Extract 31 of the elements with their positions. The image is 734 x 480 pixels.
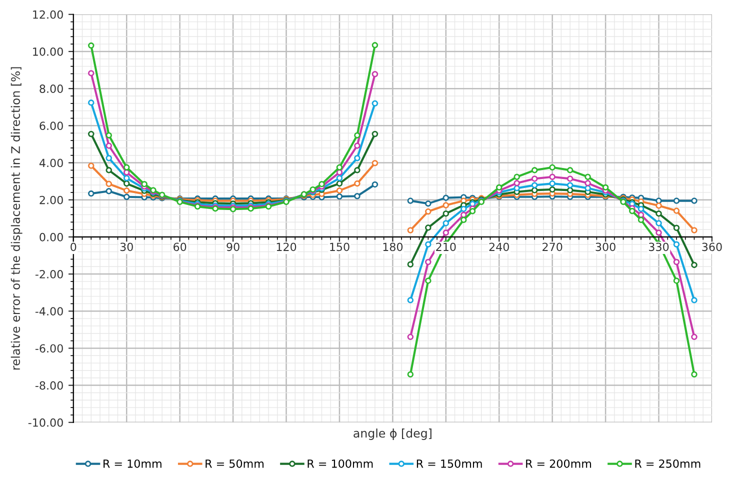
x-tick-label: 120 [276,242,296,252]
legend-label: R = 250mm [635,459,700,468]
x-tick-label: 240 [489,242,509,252]
y-axis-title: relative error of the displacement in Z direction [%] [10,67,22,370]
y-tick-label: -8.00 [35,381,63,390]
y-tick-label: 10.00 [33,47,63,56]
x-tick-label: 270 [542,242,562,252]
x-tick-label: 150 [330,242,350,252]
y-tick-label: 4.00 [39,158,63,168]
legend-label: R = 150mm [416,459,482,468]
y-tick-label: 12.00 [33,10,63,19]
y-tick-label: 0.00 [40,232,63,242]
legend-label: R = 100mm [308,459,373,468]
y-tick-label: -4.00 [35,307,63,316]
x-tick-label: 360 [702,242,722,252]
y-tick-label: -6.00 [35,344,63,353]
legend-label: R = 10mm [104,459,162,468]
legend-label: R = 50mm [206,459,264,468]
legend-label: R = 200mm [526,459,592,468]
x-tick-label: 300 [596,242,616,252]
x-axis-title: angle ϕ [deg] [354,428,432,440]
y-tick-label: 8.00 [40,84,63,93]
x-tick-label: 180 [383,242,403,252]
y-tick-label: 6.00 [40,122,63,130]
y-tick-label: 2.00 [40,196,63,204]
y-tick-label: -2.00 [35,270,63,278]
x-tick-label: 60 [174,242,186,252]
x-tick-label: 0 [70,242,76,252]
y-tick-label: -10.00 [28,418,63,427]
x-tick-label: 30 [120,242,133,252]
x-tick-label: 90 [226,242,240,252]
